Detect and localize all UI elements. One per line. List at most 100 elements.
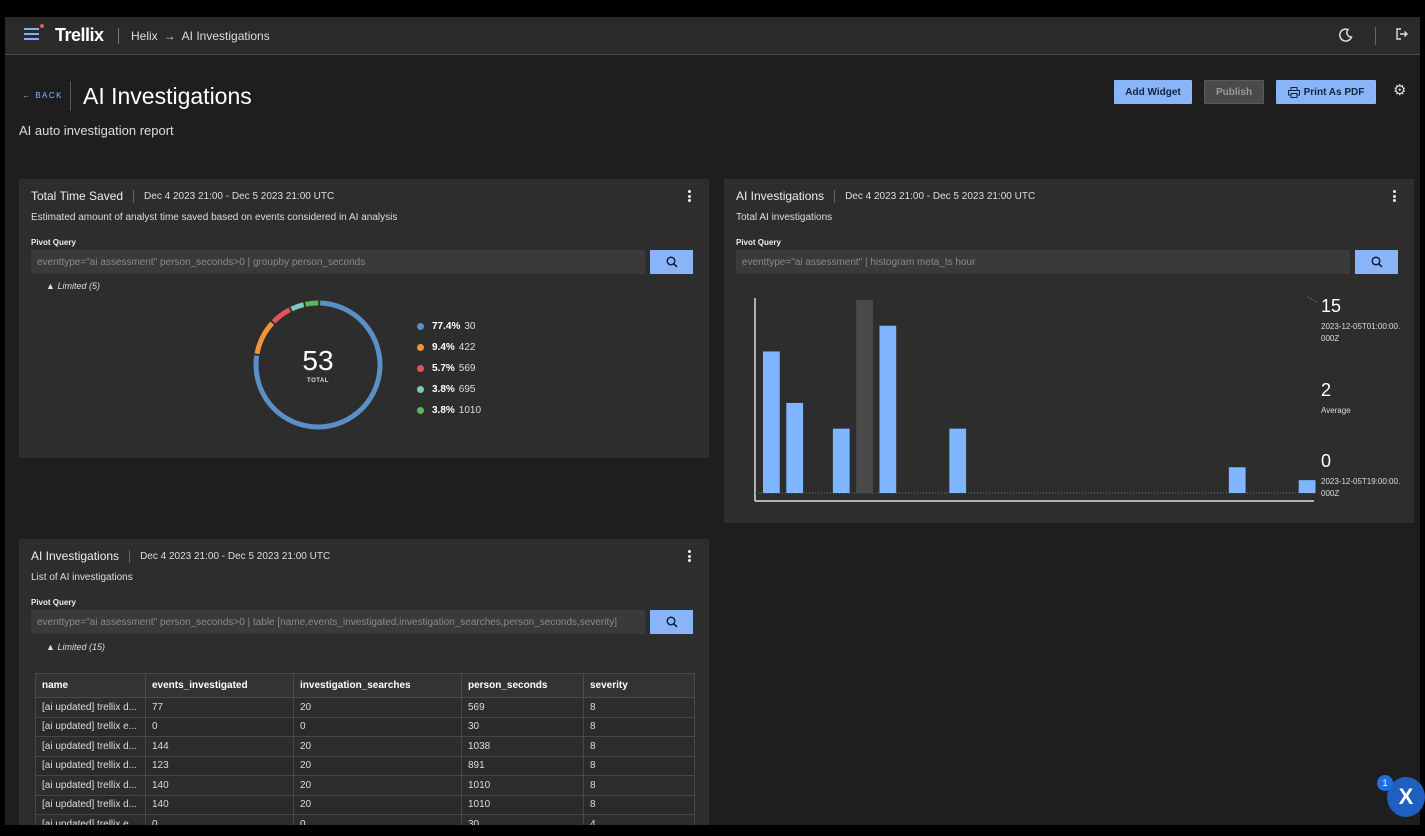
cell-name: [ai updated] trellix d...: [35, 775, 146, 796]
average-value: 2: [1321, 380, 1332, 400]
logout-icon[interactable]: [1395, 27, 1409, 44]
cell-person-seconds: 30: [461, 716, 584, 737]
widget-description: Total AI investigations: [736, 212, 833, 223]
pivot-query-label: Pivot Query: [31, 598, 76, 607]
assistant-button[interactable]: X: [1387, 777, 1425, 817]
table-row[interactable]: [ai updated] trellix e... 0 0 30 8: [35, 716, 695, 737]
add-widget-button[interactable]: Add Widget: [1114, 80, 1192, 104]
legend-item[interactable]: 5.7% 569: [417, 358, 481, 379]
cell-severity: 8: [583, 794, 695, 815]
limited-label: Limited (5): [57, 281, 100, 291]
divider: [70, 81, 71, 111]
donut-slice[interactable]: [254, 321, 275, 355]
table-row[interactable]: [ai updated] trellix d... 77 20 569 8: [35, 697, 695, 718]
histogram-bar[interactable]: [856, 300, 873, 493]
legend-label: 569: [458, 363, 476, 374]
pivot-query-input[interactable]: eventtype="ai assessment" person_seconds…: [31, 610, 645, 634]
widget-description: Estimated amount of analyst time saved b…: [31, 212, 398, 223]
histogram-bar[interactable]: [1298, 480, 1316, 493]
theme-toggle-icon[interactable]: [1339, 28, 1355, 44]
kebab-menu-icon[interactable]: [1393, 190, 1396, 204]
table-row[interactable]: [ai updated] trellix e... 0 0 30 4: [35, 814, 695, 825]
legend-percent: 3.8%: [432, 405, 455, 416]
legend-item[interactable]: 9.4% 422: [417, 337, 481, 358]
cell-investigation-searches: 0: [293, 716, 462, 737]
cell-severity: 8: [583, 755, 695, 776]
cell-person-seconds: 30: [461, 814, 584, 825]
table-row[interactable]: [ai updated] trellix d... 123 20 891 8: [35, 755, 695, 776]
histogram-bar[interactable]: [879, 325, 897, 493]
breadcrumb-arrow: →: [163, 29, 176, 43]
cell-severity: 8: [583, 775, 695, 796]
search-button[interactable]: [1355, 250, 1398, 274]
average-label: Average: [1321, 406, 1351, 415]
column-header-severity[interactable]: severity: [583, 673, 695, 698]
histogram-bar[interactable]: [786, 402, 804, 493]
breadcrumb-helix[interactable]: Helix: [131, 29, 158, 43]
print-pdf-button[interactable]: Print As PDF: [1276, 80, 1376, 104]
donut-total-label: TOTAL: [307, 378, 329, 384]
donut-total-value: 53: [302, 345, 334, 376]
table-row[interactable]: [ai updated] trellix d... 140 20 1010 8: [35, 775, 695, 796]
legend-percent: 9.4%: [432, 342, 455, 353]
donut-slice[interactable]: [290, 302, 305, 312]
donut-slice[interactable]: [304, 300, 319, 307]
cell-severity: 8: [583, 736, 695, 757]
back-link[interactable]: ← BACK: [22, 91, 64, 100]
legend-item[interactable]: 3.8% 695: [417, 379, 481, 400]
menu-icon[interactable]: [24, 24, 44, 40]
legend-label: 1010: [458, 405, 482, 416]
column-header-investigation-searches[interactable]: investigation_searches: [293, 673, 462, 698]
cell-investigation-searches: 20: [293, 794, 462, 815]
legend-item[interactable]: 77.4% 30: [417, 316, 481, 337]
pivot-query-input[interactable]: eventtype="ai assessment" | histogram me…: [736, 250, 1350, 274]
histogram-bar[interactable]: [949, 428, 967, 493]
investigations-chart-widget: AI Investigations Dec 4 2023 21:00 - Dec…: [724, 179, 1414, 523]
cell-investigation-searches: 20: [293, 755, 462, 776]
histogram-bar[interactable]: [1228, 467, 1246, 493]
search-button[interactable]: [650, 610, 693, 634]
legend-swatch: [417, 323, 424, 330]
donut-slice[interactable]: [271, 307, 292, 324]
legend-label: 30: [464, 321, 476, 332]
cell-severity: 4: [583, 814, 695, 825]
cell-person-seconds: 1010: [461, 794, 584, 815]
cell-investigation-searches: 0: [293, 814, 462, 825]
gear-icon[interactable]: ⚙: [1393, 82, 1407, 99]
column-header-events-investigated[interactable]: events_investigated: [145, 673, 294, 698]
widget-title: AI Investigations: [31, 549, 120, 563]
divider: [834, 189, 836, 203]
cell-name: [ai updated] trellix e...: [35, 716, 146, 737]
legend-item[interactable]: 3.8% 1010: [417, 400, 481, 421]
cell-investigation-searches: 20: [293, 697, 462, 718]
widget-title: AI Investigations: [736, 189, 825, 203]
publish-button[interactable]: Publish: [1204, 80, 1264, 104]
legend-swatch: [417, 365, 424, 372]
column-header-name[interactable]: name: [35, 673, 146, 698]
cell-person-seconds: 891: [461, 755, 584, 776]
column-header-person-seconds[interactable]: person_seconds: [461, 673, 584, 698]
time-saved-widget: Total Time Saved Dec 4 2023 21:00 - Dec …: [19, 179, 709, 458]
page-title: AI Investigations: [83, 83, 252, 109]
breadcrumb: Helix → AI Investigations: [131, 29, 270, 43]
histogram-bar[interactable]: [763, 351, 780, 493]
donut-slice[interactable]: [253, 300, 383, 430]
table-row[interactable]: [ai updated] trellix d... 144 20 1038 8: [35, 736, 695, 757]
kebab-menu-icon[interactable]: [688, 190, 691, 204]
investigations-table: name events_investigated investigation_s…: [35, 673, 695, 825]
cell-severity: 8: [583, 697, 695, 718]
kebab-menu-icon[interactable]: [688, 550, 691, 564]
cell-events-investigated: 140: [145, 794, 294, 815]
print-pdf-label: Print As PDF: [1303, 86, 1365, 98]
search-icon: [665, 256, 678, 268]
cell-name: [ai updated] trellix d...: [35, 736, 146, 757]
histogram-bar[interactable]: [832, 428, 850, 493]
printer-icon: [1287, 86, 1300, 98]
table-row[interactable]: [ai updated] trellix d... 140 20 1010 8: [35, 794, 695, 815]
top-bar: Trellix Helix → AI Investigations: [5, 17, 1420, 55]
search-button[interactable]: [650, 250, 693, 274]
legend-percent: 77.4%: [432, 321, 461, 332]
brand-logo[interactable]: Trellix: [55, 25, 104, 45]
cell-events-investigated: 140: [145, 775, 294, 796]
pivot-query-input[interactable]: eventtype="ai assessment" person_seconds…: [31, 250, 645, 274]
